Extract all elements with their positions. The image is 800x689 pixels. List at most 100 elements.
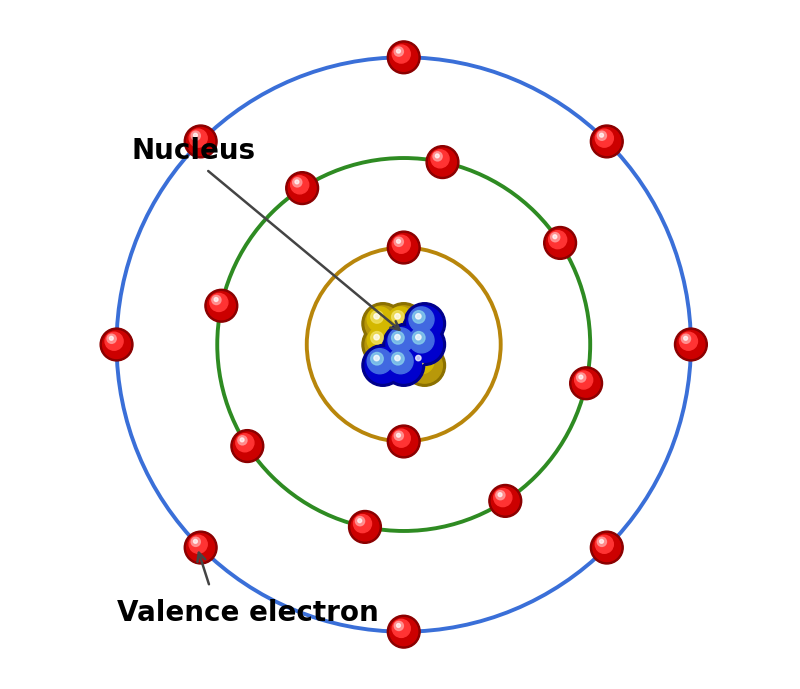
Circle shape [397, 239, 401, 243]
Circle shape [189, 535, 207, 553]
Circle shape [107, 334, 116, 343]
Circle shape [212, 296, 221, 305]
Circle shape [407, 306, 442, 341]
Circle shape [388, 328, 413, 353]
Circle shape [110, 336, 114, 340]
Circle shape [214, 298, 218, 302]
Circle shape [387, 41, 420, 74]
Circle shape [205, 289, 238, 322]
Circle shape [416, 313, 421, 319]
Circle shape [370, 311, 383, 323]
Circle shape [392, 619, 410, 637]
Circle shape [590, 531, 623, 564]
Circle shape [390, 234, 418, 262]
Circle shape [595, 129, 614, 147]
Text: Nucleus: Nucleus [131, 136, 256, 165]
Circle shape [367, 328, 392, 353]
Circle shape [388, 307, 413, 332]
Circle shape [677, 331, 705, 358]
Circle shape [599, 133, 603, 137]
Circle shape [392, 353, 404, 365]
Circle shape [416, 356, 421, 361]
Circle shape [404, 344, 446, 387]
Circle shape [598, 131, 606, 141]
Circle shape [358, 519, 362, 523]
Circle shape [365, 306, 401, 341]
Circle shape [593, 533, 621, 562]
Circle shape [186, 533, 214, 562]
Circle shape [354, 515, 371, 533]
Circle shape [186, 127, 214, 156]
Circle shape [397, 433, 401, 438]
Circle shape [362, 324, 404, 365]
Circle shape [367, 349, 392, 373]
Circle shape [367, 307, 392, 332]
Circle shape [184, 125, 217, 158]
Circle shape [207, 291, 235, 320]
Circle shape [496, 491, 505, 500]
Circle shape [387, 425, 420, 458]
Circle shape [288, 174, 316, 202]
Circle shape [550, 233, 560, 242]
Text: Valence electron: Valence electron [117, 599, 378, 627]
Circle shape [351, 513, 379, 541]
Circle shape [189, 129, 207, 147]
Circle shape [286, 172, 318, 205]
Circle shape [682, 334, 690, 343]
Circle shape [416, 334, 421, 340]
Circle shape [383, 302, 425, 344]
Circle shape [553, 235, 557, 238]
Circle shape [595, 535, 614, 553]
Circle shape [404, 302, 446, 344]
Circle shape [390, 427, 418, 455]
Circle shape [574, 371, 593, 389]
Circle shape [413, 311, 425, 323]
Circle shape [409, 307, 434, 332]
Circle shape [231, 430, 264, 462]
Circle shape [394, 621, 403, 630]
Circle shape [394, 356, 400, 361]
Circle shape [293, 178, 302, 187]
Circle shape [674, 328, 707, 361]
Circle shape [572, 369, 600, 398]
Circle shape [433, 152, 442, 161]
Circle shape [191, 537, 200, 546]
Circle shape [407, 327, 442, 362]
Circle shape [426, 145, 459, 178]
Circle shape [397, 49, 401, 53]
Circle shape [386, 306, 422, 341]
Circle shape [387, 231, 420, 264]
Circle shape [184, 531, 217, 564]
Circle shape [102, 331, 130, 358]
Circle shape [570, 367, 602, 400]
Circle shape [392, 45, 410, 63]
Circle shape [390, 43, 418, 71]
Circle shape [546, 229, 574, 257]
Circle shape [394, 313, 400, 319]
Circle shape [349, 511, 382, 544]
Circle shape [191, 131, 200, 141]
Circle shape [390, 618, 418, 646]
Circle shape [598, 537, 606, 546]
Circle shape [240, 438, 244, 442]
Circle shape [387, 615, 420, 648]
Circle shape [494, 489, 512, 506]
Circle shape [365, 348, 401, 383]
Circle shape [498, 493, 502, 497]
Circle shape [374, 334, 379, 340]
Circle shape [370, 353, 383, 365]
Circle shape [409, 349, 434, 373]
Circle shape [590, 125, 623, 158]
Circle shape [383, 344, 425, 387]
Circle shape [105, 332, 123, 350]
Circle shape [435, 154, 439, 158]
Circle shape [593, 127, 621, 156]
Circle shape [362, 344, 404, 387]
Circle shape [491, 487, 519, 515]
Circle shape [413, 353, 425, 365]
Circle shape [386, 327, 422, 362]
Circle shape [394, 237, 403, 247]
Circle shape [388, 349, 413, 373]
Circle shape [577, 373, 586, 382]
Circle shape [194, 539, 198, 544]
